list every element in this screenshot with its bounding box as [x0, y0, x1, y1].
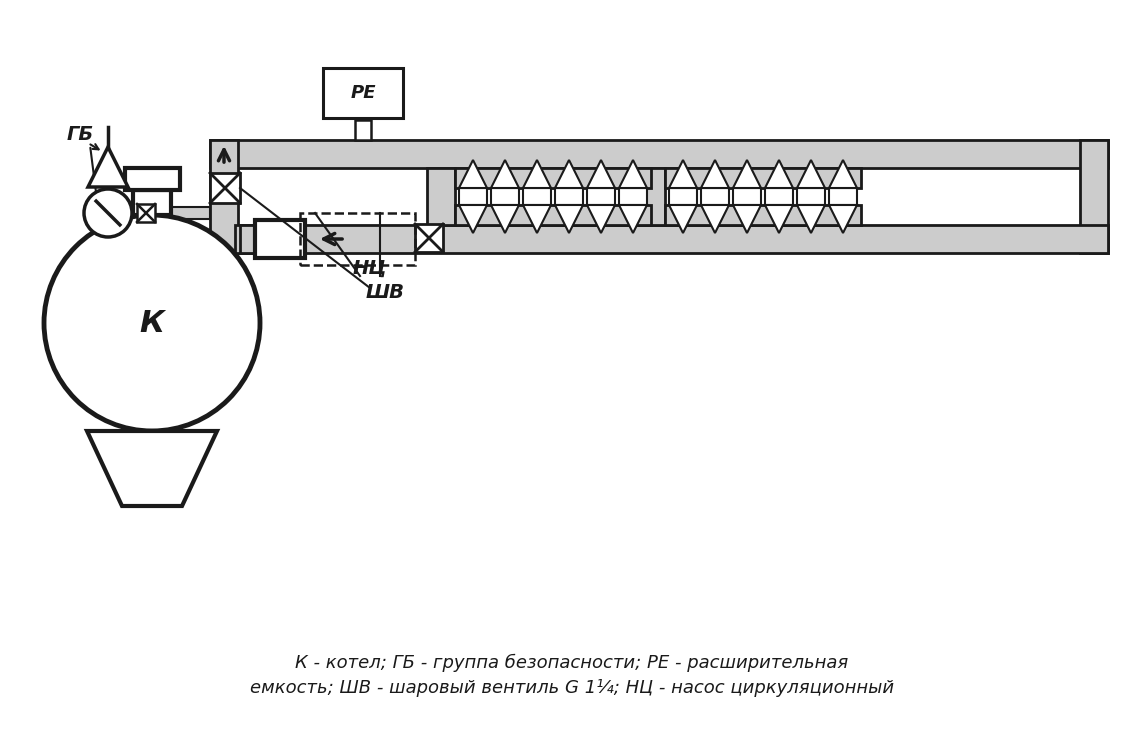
Bar — [125, 168, 180, 190]
Polygon shape — [523, 160, 551, 188]
Bar — [210, 173, 240, 203]
Bar — [797, 188, 825, 205]
Polygon shape — [765, 160, 793, 188]
Text: К: К — [140, 308, 165, 337]
Bar — [455, 205, 651, 225]
Bar — [240, 225, 300, 253]
Bar — [137, 204, 154, 222]
Polygon shape — [797, 205, 825, 233]
Polygon shape — [88, 147, 128, 187]
Bar — [491, 188, 519, 205]
Bar — [459, 188, 487, 205]
Bar — [829, 188, 857, 205]
Text: емкость; ШВ - шаровый вентиль G 1¹⁄₄; НЦ - насос циркуляционный: емкость; ШВ - шаровый вентиль G 1¹⁄₄; НЦ… — [249, 679, 895, 697]
Bar — [619, 188, 648, 205]
Polygon shape — [491, 205, 519, 233]
Polygon shape — [669, 205, 697, 233]
Bar — [235, 225, 1109, 253]
Polygon shape — [587, 160, 615, 188]
Polygon shape — [733, 205, 761, 233]
Text: ГБ: ГБ — [66, 126, 94, 144]
Polygon shape — [491, 160, 519, 188]
Bar — [637, 168, 665, 225]
Polygon shape — [523, 205, 551, 233]
Bar — [455, 168, 651, 188]
Text: НЦ: НЦ — [352, 259, 388, 277]
Bar — [669, 188, 697, 205]
Bar — [733, 188, 761, 205]
Polygon shape — [619, 205, 648, 233]
Bar — [210, 140, 1109, 168]
Text: ШВ: ШВ — [365, 284, 405, 302]
Polygon shape — [587, 205, 615, 233]
Bar — [665, 168, 861, 188]
Text: К - котел; ГБ - группа безопасности; РЕ - расширительная: К - котел; ГБ - группа безопасности; РЕ … — [295, 654, 849, 672]
Bar — [133, 190, 170, 215]
Bar — [300, 213, 415, 265]
Text: РЕ: РЕ — [350, 84, 375, 102]
Bar — [210, 140, 238, 253]
Bar — [1080, 140, 1109, 253]
Polygon shape — [555, 160, 583, 188]
Circle shape — [84, 189, 132, 237]
Bar — [765, 188, 793, 205]
Polygon shape — [701, 205, 729, 233]
Polygon shape — [555, 205, 583, 233]
Bar — [255, 220, 305, 258]
Polygon shape — [797, 160, 825, 188]
Bar — [523, 188, 551, 205]
Polygon shape — [669, 160, 697, 188]
Polygon shape — [829, 205, 857, 233]
Polygon shape — [459, 160, 487, 188]
Bar — [415, 224, 443, 252]
Bar — [665, 205, 861, 225]
Bar — [427, 168, 455, 225]
Bar — [355, 120, 371, 140]
Bar — [587, 188, 615, 205]
Bar — [701, 188, 729, 205]
Polygon shape — [459, 205, 487, 233]
Polygon shape — [829, 160, 857, 188]
Bar — [323, 68, 403, 118]
Bar — [555, 188, 583, 205]
Circle shape — [43, 215, 260, 431]
Bar — [154, 207, 210, 219]
Polygon shape — [701, 160, 729, 188]
Polygon shape — [765, 205, 793, 233]
Polygon shape — [87, 431, 217, 506]
Polygon shape — [733, 160, 761, 188]
Polygon shape — [619, 160, 648, 188]
